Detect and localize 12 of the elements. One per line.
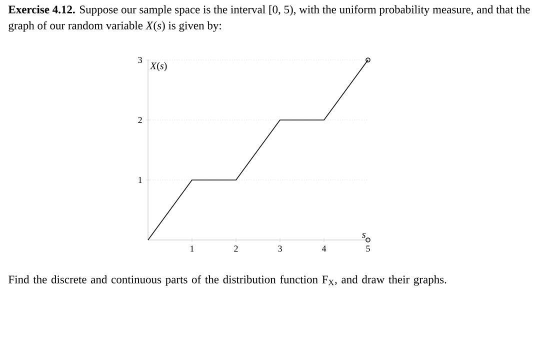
x-tick-label: 1 xyxy=(190,246,194,252)
x-tick-label: 4 xyxy=(322,246,326,252)
x-axis-title: s xyxy=(362,232,366,238)
text: Find the discrete and continuous parts of the distribution function F$_{X}$, and draw their graphs. xyxy=(8,275,446,286)
x-tick-label: 2 xyxy=(234,246,238,252)
chart-title: Exercise 4.12. Suppose our sample space is the interval [0, 5), with the uniform probability measure, and that the graph of our random variable X(s) is given by: xyxy=(8,5,530,32)
y-axis-title: X(s) xyxy=(150,62,167,72)
y-tick-label: 2 xyxy=(138,117,142,123)
y-tick-label: 1 xyxy=(138,177,142,183)
x-tick-label: 5 xyxy=(366,246,370,252)
x-tick-label: 3 xyxy=(278,246,282,252)
y-tick-label: 3 xyxy=(138,56,142,64)
